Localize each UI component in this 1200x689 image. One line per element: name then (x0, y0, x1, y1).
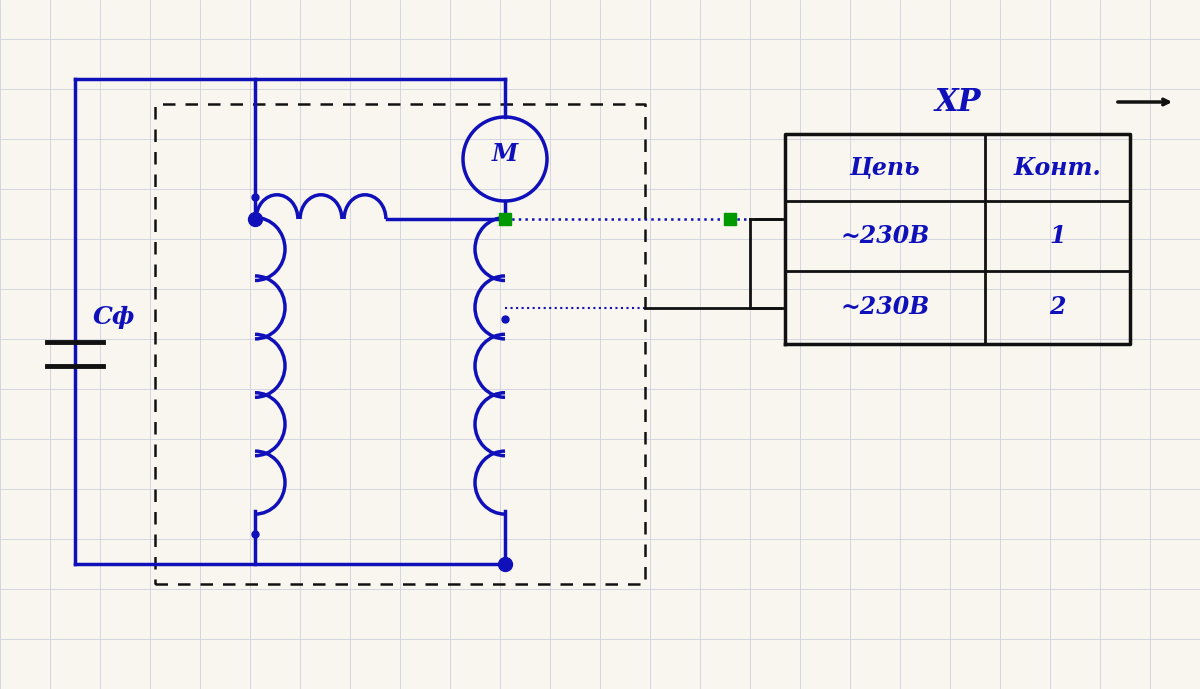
Text: Сф: Сф (94, 305, 136, 329)
Text: 2: 2 (1049, 296, 1066, 320)
Text: Цепь: Цепь (850, 156, 920, 180)
Text: ~230В: ~230В (840, 296, 930, 320)
Text: XP: XP (935, 87, 980, 118)
Text: Конт.: Конт. (1014, 156, 1102, 180)
Text: 1: 1 (1049, 224, 1066, 248)
Text: ~230В: ~230В (840, 224, 930, 248)
Text: М: М (492, 142, 518, 166)
